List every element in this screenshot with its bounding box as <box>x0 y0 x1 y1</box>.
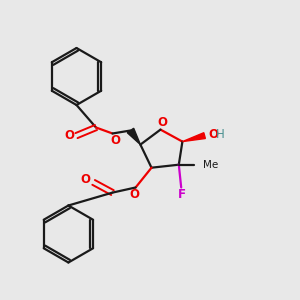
Text: Me: Me <box>203 160 219 170</box>
Text: O: O <box>81 173 91 186</box>
Polygon shape <box>182 133 206 142</box>
Text: O: O <box>129 188 139 201</box>
Polygon shape <box>127 128 140 145</box>
Text: O: O <box>208 128 219 142</box>
Text: O: O <box>110 134 121 147</box>
Text: O: O <box>157 116 167 129</box>
Text: O: O <box>64 129 74 142</box>
Text: H: H <box>216 128 225 142</box>
Text: F: F <box>178 188 185 201</box>
